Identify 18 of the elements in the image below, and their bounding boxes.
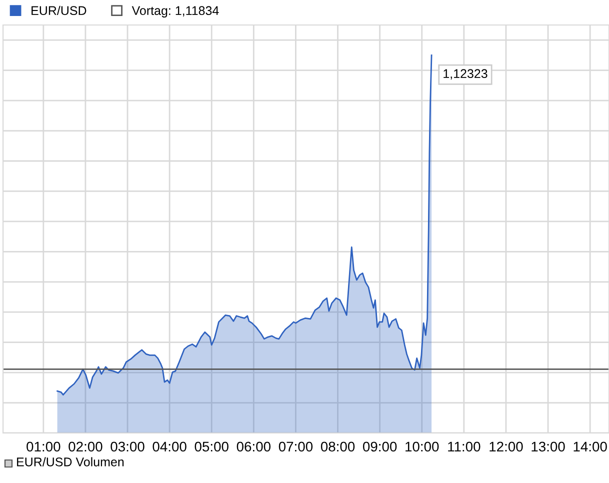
x-tick-label: 03:00 <box>110 442 144 452</box>
x-tick-label: 11:00 <box>448 442 480 452</box>
text: EUR/USD Volumen <box>17 457 124 466</box>
x-tick-label: 02:00 <box>68 442 102 452</box>
x-tick-label: 06:00 <box>236 442 271 452</box>
x-tick-label: 10:00 <box>406 442 439 452</box>
x-tick-label: 05:00 <box>194 442 228 452</box>
legend-label: Vortag: 1,11834 <box>132 6 219 18</box>
x-tick-label: 04:00 <box>152 442 186 452</box>
annotation: 1,12323 <box>444 69 488 80</box>
x-tick-label: 12:00 <box>490 442 523 452</box>
x-tick-label: 09:00 <box>362 442 397 452</box>
x-tick-label: 01:00 <box>26 442 60 452</box>
x-tick-label: 14:00 <box>574 442 607 452</box>
x-tick-label: 08:00 <box>320 442 355 452</box>
x-tick-label: 13:00 <box>532 442 565 452</box>
x-tick-label: 07:00 <box>278 442 313 452</box>
legend-label: EUR/USD <box>32 6 86 16</box>
